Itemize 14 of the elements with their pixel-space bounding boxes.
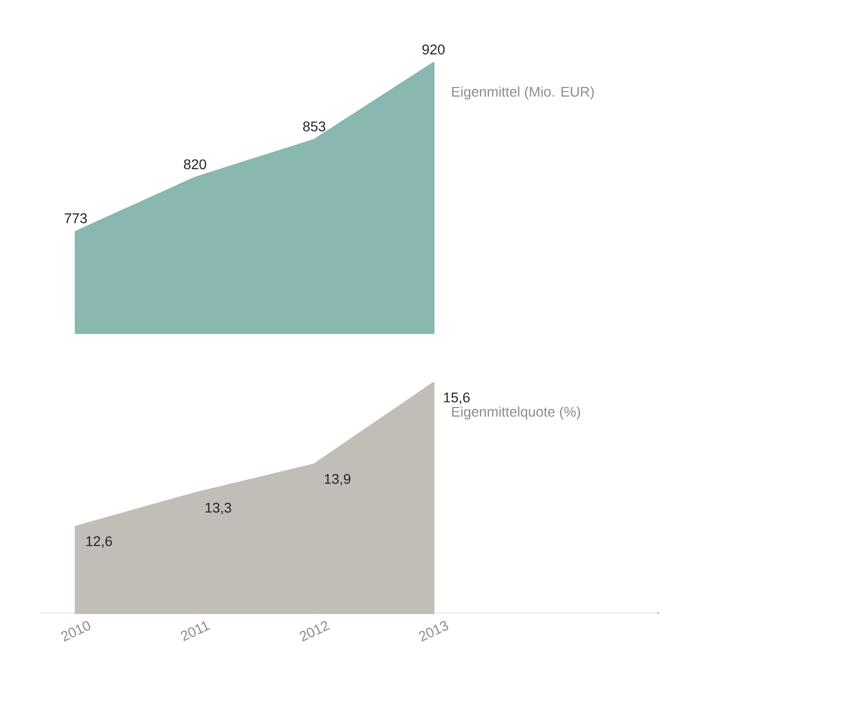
- series-label: Eigenmittel (Mio. EUR): [452, 86, 594, 100]
- data-label: 13,3: [206, 502, 232, 514]
- x-tick-label: 2011: [180, 621, 210, 642]
- x-tick-label: 2010: [61, 621, 90, 642]
- x-tick-label: 2013: [418, 621, 448, 642]
- data-label: 920: [422, 44, 445, 54]
- data-label: 773: [64, 213, 87, 224]
- data-label: 820: [184, 159, 206, 170]
- data-label: 853: [303, 121, 326, 132]
- data-label: 12,6: [86, 536, 112, 548]
- series-label: Eigenmittelquote (%): [452, 406, 580, 420]
- data-label: 13,9: [324, 474, 350, 486]
- data-label: 15,6: [444, 392, 470, 404]
- x-tick-label: 2012: [300, 621, 330, 642]
